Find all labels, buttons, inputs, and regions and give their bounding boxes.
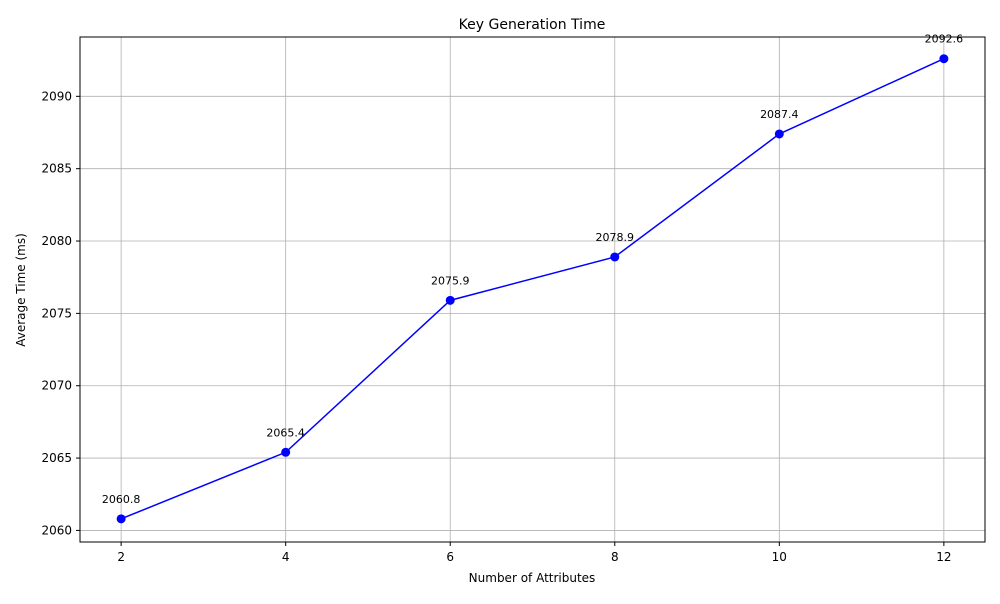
data-point xyxy=(610,252,620,262)
y-tick-label: 2085 xyxy=(41,162,72,176)
data-label: 2092.6 xyxy=(925,33,964,46)
y-tick-label: 2075 xyxy=(41,306,72,320)
data-point xyxy=(939,54,949,64)
y-tick-label: 2070 xyxy=(41,379,72,393)
data-label: 2078.9 xyxy=(596,231,635,244)
data-point xyxy=(281,447,291,457)
x-tick-label: 6 xyxy=(446,550,454,564)
data-point xyxy=(774,129,784,139)
y-tick-label: 2060 xyxy=(41,523,72,537)
chart-title: Key Generation Time xyxy=(459,17,606,33)
x-tick-label: 10 xyxy=(772,550,787,564)
data-label: 2065.4 xyxy=(266,426,305,439)
axes: 2 4 6 8 10 12 2060 2065 2070 2075 2080 2085 2090 xyxy=(41,36,986,564)
plot-frame xyxy=(79,36,986,543)
y-axis-label: Average Time (ms) xyxy=(14,233,28,347)
y-tick-label: 2065 xyxy=(41,451,72,465)
y-tick-label: 2090 xyxy=(41,89,72,103)
x-axis-label: Number of Attributes xyxy=(469,571,596,585)
x-tick-label: 8 xyxy=(611,550,619,564)
grid xyxy=(80,37,985,542)
data-point xyxy=(116,514,126,524)
y-tick-label: 2080 xyxy=(41,234,72,248)
series xyxy=(116,54,949,524)
data-label: 2087.4 xyxy=(760,108,799,121)
data-label: 2075.9 xyxy=(431,274,470,287)
series-line xyxy=(120,58,945,520)
x-tick-label: 4 xyxy=(282,550,290,564)
data-label: 2060.8 xyxy=(102,493,141,506)
data-labels: 2060.8 2065.4 2075.9 2078.9 2087.4 2092.6 xyxy=(102,33,963,506)
x-tick-label: 2 xyxy=(117,550,125,564)
x-tick-label: 12 xyxy=(936,550,951,564)
data-point xyxy=(445,295,455,305)
